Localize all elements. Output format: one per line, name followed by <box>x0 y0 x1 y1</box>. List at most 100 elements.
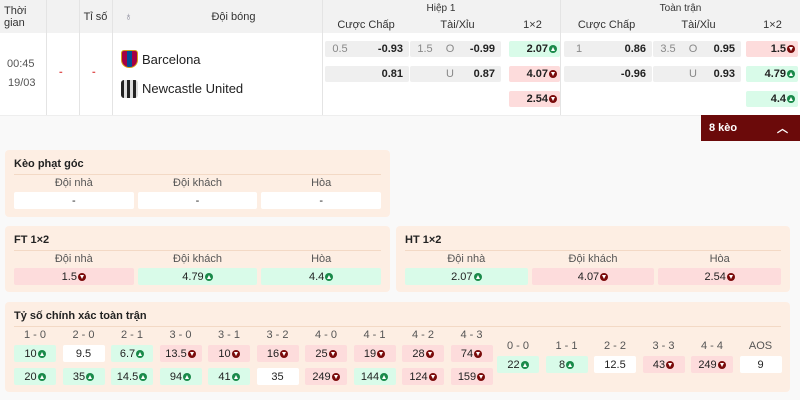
h1-1x2-cell[interactable]: 2.54 <box>509 91 560 107</box>
score-odds-box[interactable]: 12.5 <box>594 356 636 373</box>
score-odds-box[interactable]: 13.5 <box>159 345 202 362</box>
odds-value: 12.5 <box>604 358 626 371</box>
arrow-up-icon <box>325 272 334 281</box>
score-odds-box[interactable]: 35 <box>256 368 299 385</box>
h1-1x2-cell[interactable]: 4.07 <box>509 66 560 82</box>
score-label: 4 - 2 <box>411 329 434 341</box>
home-team[interactable]: Barcelona <box>142 52 201 67</box>
h1-1x2-cell[interactable]: 2.07 <box>509 41 560 57</box>
odds-box[interactable]: 2.54 <box>658 268 781 285</box>
panel-title: HT 1×2 <box>405 234 442 246</box>
odds-box[interactable]: - <box>261 192 381 209</box>
divider <box>322 0 323 115</box>
h1-handicap-cell[interactable]: 0.5 -0.93 <box>325 41 409 57</box>
score-odds-box[interactable]: 10 <box>208 345 250 362</box>
h1-handicap-cell[interactable]: 0.81 <box>325 66 409 82</box>
column-label: Đội khách <box>568 253 618 265</box>
ft-ou-cell[interactable]: 3.5 O 0.95 <box>653 41 741 57</box>
score-odds-box[interactable]: 22 <box>497 356 539 373</box>
score-odds-box[interactable]: 19 <box>353 345 396 362</box>
score-label: 3 - 3 <box>652 340 675 352</box>
score-odds-box[interactable]: 6.7 <box>111 345 153 362</box>
odds-value: 22 <box>507 358 520 371</box>
score-odds-box[interactable]: 9.5 <box>62 345 105 362</box>
header-half1: Hiệp 1 <box>322 0 560 16</box>
barcelona-logo <box>121 50 138 68</box>
odds-value: 74 <box>460 347 474 360</box>
odds-value: 2.54 <box>704 270 726 283</box>
score-odds-box[interactable]: 16 <box>256 345 299 362</box>
odds-value: 25 <box>315 347 328 360</box>
odds-box[interactable]: - <box>137 192 258 209</box>
score-odds-box[interactable]: 14.5 <box>111 368 153 385</box>
arrow-up-icon <box>37 372 46 381</box>
odds-value: 10 <box>24 347 37 360</box>
column-label: Đội nhà <box>54 253 93 265</box>
ft-handicap-cell[interactable]: -0.96 <box>564 66 652 82</box>
more-odds-button[interactable]: 8 kèo ︿ <box>701 115 800 141</box>
score-label: 4 - 1 <box>363 329 386 341</box>
score-odds-box[interactable]: 124 <box>402 368 444 385</box>
odds-box[interactable]: 2.07 <box>405 268 528 285</box>
odds-value: 94 <box>169 370 183 383</box>
odds-value: 1.5 <box>770 43 786 55</box>
score-odds-box[interactable]: 35 <box>62 368 105 385</box>
score-away: - <box>92 66 96 78</box>
score-label: 1 - 1 <box>555 340 578 352</box>
odds-box[interactable]: 4.4 <box>261 268 381 285</box>
score-odds-box[interactable]: 9 <box>739 356 782 373</box>
away-team[interactable]: Newcastle United <box>142 81 244 96</box>
odds-value: 14.5 <box>116 370 139 383</box>
score-odds-box[interactable]: 94 <box>159 368 202 385</box>
arrow-down-icon <box>717 360 726 369</box>
odds-value: 13.5 <box>165 347 187 360</box>
ou-side: O <box>688 43 698 55</box>
header-ft-ou: Tài/Xỉu <box>652 16 745 33</box>
stadium-icon: ♁ <box>112 0 145 33</box>
ft-handicap-cell[interactable]: 1 0.86 <box>564 41 652 57</box>
odds-box[interactable]: 1.5 <box>14 268 134 285</box>
arrow-up-icon <box>549 45 557 53</box>
ft-1x2-cell[interactable]: 4.4 <box>746 91 798 107</box>
arrow-down-icon <box>726 272 735 281</box>
score-odds-box[interactable]: 25 <box>305 345 347 362</box>
odds-box[interactable]: 4.79 <box>137 268 258 285</box>
h1-ou-cell[interactable]: 1.5 O -0.99 <box>410 41 501 57</box>
odds-box[interactable]: - <box>14 192 134 209</box>
score-odds-box[interactable]: 8 <box>545 356 588 373</box>
score-odds-box[interactable]: 74 <box>450 345 493 362</box>
ft-ou-cell[interactable]: U 0.93 <box>653 66 741 82</box>
odds-value: 6.7 <box>119 347 136 360</box>
score-odds-box[interactable]: 159 <box>450 368 493 385</box>
arrow-down-icon <box>666 360 675 369</box>
arrow-up-icon <box>136 349 145 358</box>
score-odds-box[interactable]: 10 <box>14 345 56 362</box>
arrow-up-icon <box>37 349 46 358</box>
corner-panel: Kèo phạt góc Đội nhà - Đội khách - Hòa - <box>5 150 390 217</box>
ft-1x2-cell[interactable]: 1.5 <box>746 41 798 57</box>
header-ft-handicap: Cược Chấp <box>561 16 652 33</box>
handicap-odds: 0.86 <box>624 43 646 55</box>
score-label: 4 - 3 <box>460 329 483 341</box>
arrow-up-icon <box>86 372 95 381</box>
divider <box>79 0 80 115</box>
column-label: Đội nhà <box>54 177 93 189</box>
arrow-down-icon <box>600 272 609 281</box>
score-odds-box[interactable]: 28 <box>402 345 444 362</box>
score-odds-box[interactable]: 144 <box>353 368 396 385</box>
header-teams: Đội bóng <box>145 0 322 33</box>
score-odds-box[interactable]: 249 <box>305 368 347 385</box>
score-odds-box[interactable]: 41 <box>208 368 250 385</box>
h1-ou-cell[interactable]: U 0.87 <box>410 66 501 82</box>
score-odds-box[interactable]: 43 <box>642 356 685 373</box>
divider <box>14 250 381 251</box>
arrow-down-icon <box>77 272 86 281</box>
score-odds-box[interactable]: 249 <box>691 356 733 373</box>
handicap-line: 1 <box>575 43 583 55</box>
score-odds-box[interactable]: 20 <box>14 368 56 385</box>
odds-value: 10 <box>218 347 231 360</box>
ft-1x2-cell[interactable]: 4.79 <box>746 66 798 82</box>
odds-value: 124 <box>409 370 428 383</box>
score-label: 4 - 0 <box>314 329 337 341</box>
odds-box[interactable]: 4.07 <box>531 268 655 285</box>
